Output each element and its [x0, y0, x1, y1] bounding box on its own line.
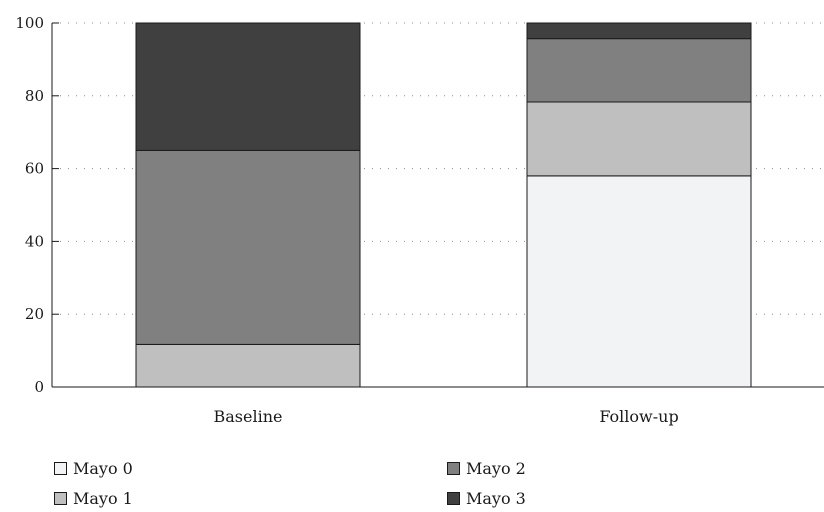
y-tick-label: 0: [34, 378, 44, 396]
y-tick-labels: 0 20 40 60 80 100: [15, 14, 44, 396]
y-tick-label: 40: [25, 232, 44, 250]
bar-segment-mayo-3: [526, 22, 752, 40]
x-category-label: Follow-up: [599, 407, 678, 426]
y-tick-label: 60: [25, 160, 44, 178]
bar-segment-mayo-2: [135, 149, 361, 345]
bar-segment-mayo-3: [135, 22, 361, 151]
y-tick-label: 80: [25, 87, 44, 105]
y-tick-label: 20: [25, 305, 44, 323]
bar-segment-mayo-2: [526, 38, 752, 103]
axes: [51, 23, 824, 388]
bar-segment-mayo-0: [526, 175, 752, 388]
x-category-label: Baseline: [214, 407, 283, 426]
x-category-labels: Baseline Follow-up: [214, 407, 679, 426]
y-tick-label: 100: [15, 14, 44, 32]
bar-segment-mayo-1: [526, 101, 752, 177]
bars: [135, 22, 752, 388]
bar-segment-mayo-1: [135, 343, 361, 388]
